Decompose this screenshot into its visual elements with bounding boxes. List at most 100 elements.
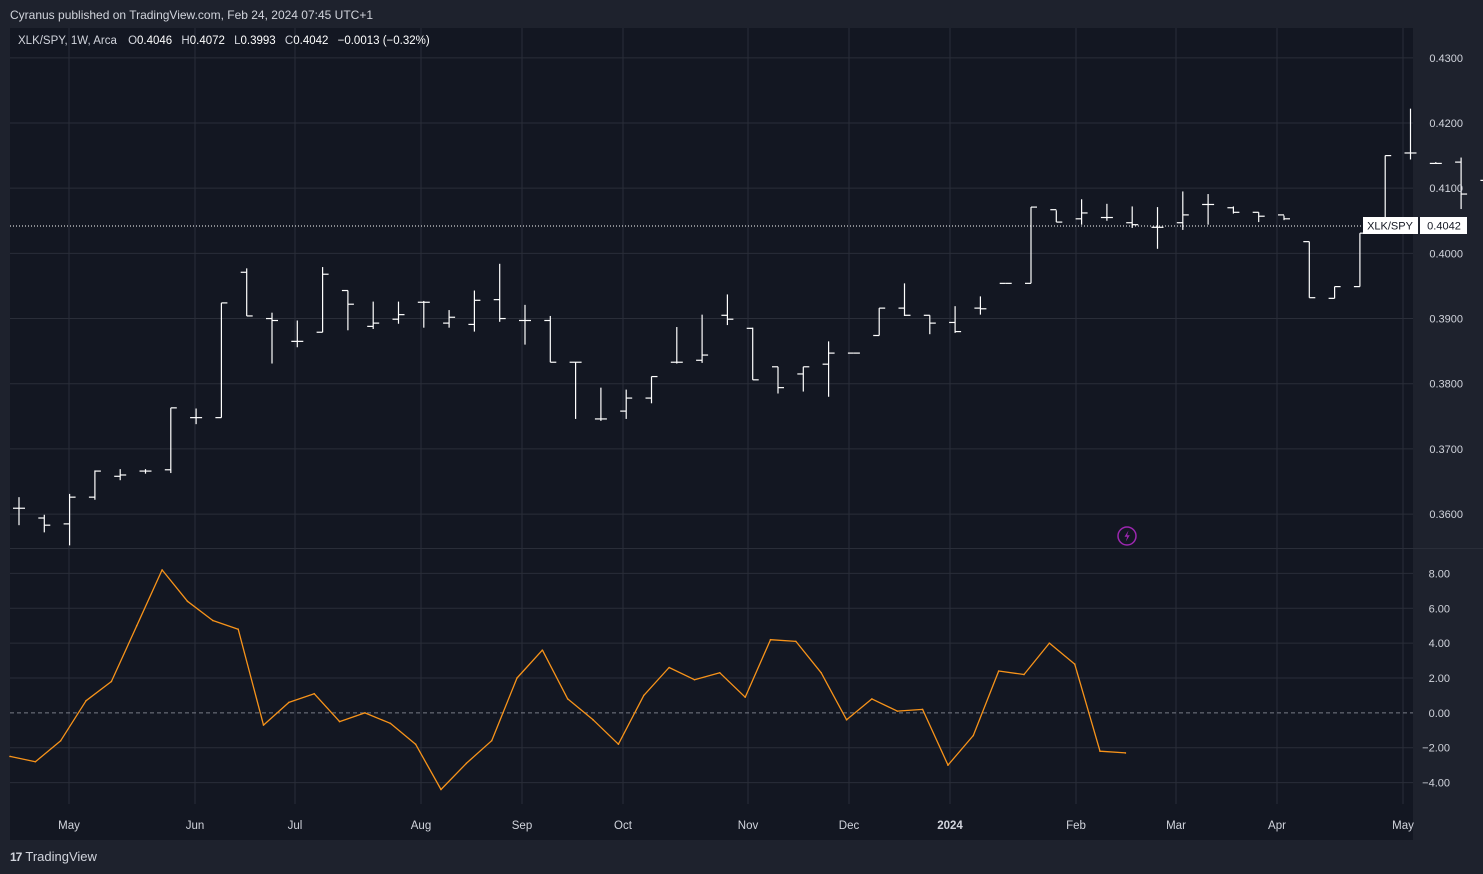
ohlc-bar: [443, 310, 456, 328]
ohlc-bar: [670, 327, 683, 364]
oscillator-axis-label: 0.00: [1429, 708, 1450, 720]
legend-change: −0.0013 (−0.32%): [337, 35, 430, 47]
price-tag-value-bg: [1420, 217, 1467, 234]
oscillator-point: [1099, 750, 1101, 752]
oscillator-axis-label: 4.00: [1429, 638, 1450, 650]
oscillator-point: [110, 680, 113, 683]
lightning-icon-ring: [1117, 526, 1137, 546]
oscillator-axis-label: 2.00: [1429, 673, 1450, 685]
oscillator-point: [34, 760, 37, 763]
time-axis-pane[interactable]: [10, 804, 1413, 840]
oscillator-point: [744, 696, 746, 698]
ohlc-bar: [519, 304, 531, 345]
ohlc-bar: [1075, 199, 1088, 225]
ohlc-bar: [88, 470, 101, 500]
legend: XLK/SPY, 1W, Arca O0.4046 H0.4072 L0.399…: [18, 35, 436, 47]
oscillator-point: [719, 671, 721, 674]
ohlc-bar: [139, 469, 152, 474]
ohlc-bar: [1303, 241, 1316, 299]
oscillator-point: [693, 678, 696, 681]
top-bar: Cyranus published on TradingView.com, Fe…: [0, 0, 1483, 28]
time-axis-label: 2024: [937, 820, 963, 832]
ohlc-bar: [1100, 203, 1113, 221]
price-axis-label: 0.3800: [1429, 379, 1463, 391]
time-axis-label: Apr: [1268, 820, 1286, 832]
time-axis-label: Sep: [512, 820, 532, 832]
oscillator-point: [313, 692, 316, 695]
ohlc-bar: [721, 294, 734, 326]
time-axis-label: Nov: [738, 820, 759, 832]
oscillator-point: [566, 698, 569, 700]
price-axis-label: 0.4000: [1429, 248, 1463, 260]
oscillator-point: [769, 638, 772, 641]
ohlc-bar: [923, 314, 936, 335]
ohlc-bar: [417, 300, 430, 328]
time-axis-label: Jul: [288, 820, 303, 832]
lightning-icon[interactable]: [1117, 526, 1137, 546]
price-axis-label: 0.3900: [1429, 314, 1463, 326]
ohlc-bar: [1480, 179, 1483, 181]
ohlc-bar: [1126, 206, 1139, 228]
legend-symbol: XLK/SPY, 1W, Arca: [18, 35, 117, 47]
ohlc-bar: [367, 301, 380, 329]
price-pane[interactable]: [10, 28, 1413, 549]
oscillator-axis-label: −2.00: [1422, 743, 1450, 755]
ohlc-bar: [1328, 286, 1341, 299]
ohlc-bar: [392, 301, 405, 324]
price-axis-label: 0.3700: [1429, 444, 1463, 456]
oscillator-point: [896, 710, 899, 712]
ohlc-bar: [1050, 209, 1063, 223]
ohlc-bar: [645, 375, 658, 404]
ohlc-bar: [190, 408, 203, 425]
ohlc-bar: [696, 314, 709, 363]
ohlc-bar: [746, 327, 759, 381]
price-axis-label: 0.3600: [1429, 509, 1463, 521]
oscillator-point: [871, 698, 873, 700]
time-axis-label: Jun: [186, 820, 205, 832]
oscillator-pane[interactable]: [10, 549, 1413, 804]
ohlc-bar: [164, 407, 177, 474]
ohlc-bar: [1227, 206, 1240, 214]
oscillator-point: [161, 569, 163, 571]
oscillator-point: [85, 699, 87, 702]
ohlc-bar: [1404, 108, 1417, 160]
price-axis-label: 0.4300: [1429, 53, 1463, 65]
oscillator-point: [288, 701, 290, 704]
oscillator-point: [9, 755, 11, 758]
ohlc-bar: [1202, 194, 1215, 225]
ohlc-bar: [594, 387, 607, 421]
ohlc-bar: [291, 320, 304, 348]
oscillator-point: [617, 743, 620, 746]
brand[interactable]: 17 TradingView: [10, 849, 97, 864]
ohlc-bar: [1025, 206, 1037, 284]
oscillator-point: [592, 719, 594, 721]
oscillator-point: [516, 677, 518, 679]
oscillator-point: [186, 600, 189, 603]
oscillator-point: [1048, 642, 1051, 644]
ohlc-bar: [341, 289, 354, 331]
oscillator-point: [541, 649, 544, 651]
oscillator-point: [59, 739, 62, 742]
ohlc-bar: [974, 296, 987, 315]
ohlc-bar: [1252, 211, 1265, 223]
legend-close-value: 0.4042: [293, 35, 329, 47]
price-tag-symbol: XLK/SPY: [1367, 221, 1414, 233]
ohlc-bar: [1176, 191, 1189, 230]
ohlc-bar: [266, 312, 278, 364]
oscillator-point: [414, 743, 417, 746]
ohlc-bar: [114, 469, 127, 481]
oscillator-point: [820, 671, 822, 674]
chart[interactable]: May Jun Jul Aug Sep Oct Nov Dec 2024 Feb Mar Apr May…: [0, 0, 1483, 840]
ohlc-bar: [620, 389, 633, 419]
time-axis-label: Feb: [1066, 820, 1086, 832]
oscillator-point: [1023, 673, 1025, 676]
time-axis-label: May: [58, 820, 80, 832]
ohlc-bar: [13, 497, 25, 526]
oscillator-point: [440, 788, 442, 791]
ohlc-bar: [316, 267, 329, 333]
price-axis-label: 0.4100: [1429, 183, 1463, 195]
time-axis-label: Mar: [1166, 820, 1186, 832]
oscillator-axis-label: 8.00: [1429, 568, 1450, 580]
ohlc-bar: [1429, 162, 1442, 165]
legend-high-label: H: [181, 35, 190, 47]
